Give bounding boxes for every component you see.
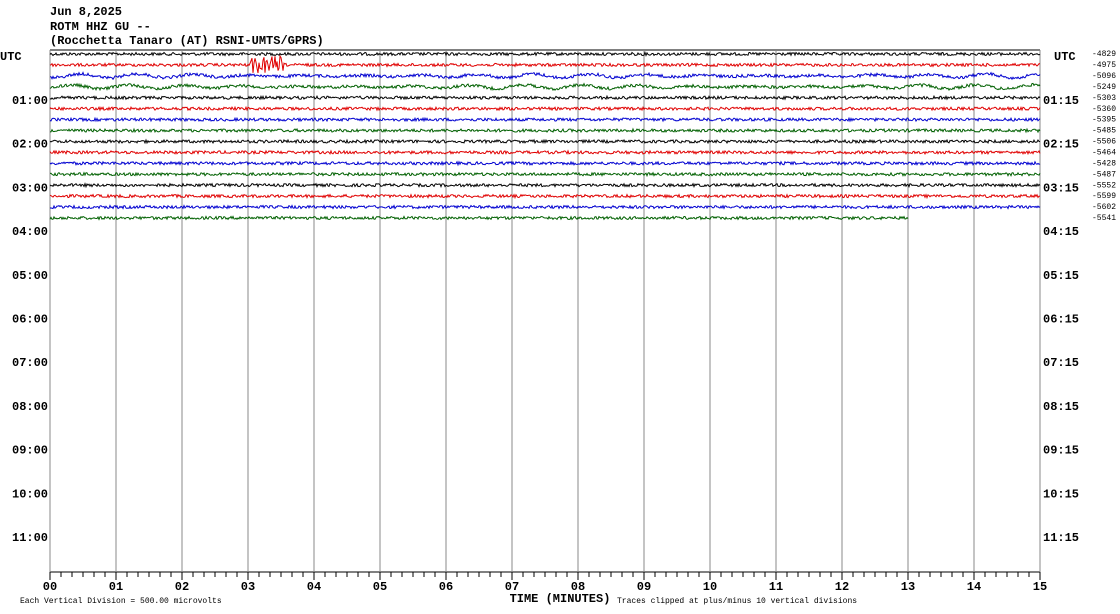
left-time-label: 09:00 bbox=[12, 444, 48, 458]
trace-offset: -4975 bbox=[1092, 61, 1116, 70]
left-time-label: UTC bbox=[0, 50, 22, 64]
x-tick-label: 08 bbox=[571, 580, 585, 594]
clip-note: Traces clipped at plus/minus 10 vertical… bbox=[617, 597, 857, 606]
left-time-label: 03:00 bbox=[12, 181, 48, 195]
left-time-label: 11:00 bbox=[12, 531, 48, 545]
x-tick-label: 09 bbox=[637, 580, 651, 594]
trace-offset: -5249 bbox=[1092, 83, 1116, 92]
x-tick-label: 13 bbox=[901, 580, 915, 594]
x-axis-label: TIME (MINUTES) bbox=[510, 592, 611, 606]
trace bbox=[49, 149, 1041, 156]
trace-offset: -5552 bbox=[1092, 181, 1116, 190]
x-tick-label: 04 bbox=[307, 580, 321, 594]
trace bbox=[49, 71, 1041, 81]
trace bbox=[49, 171, 1041, 178]
trace bbox=[50, 127, 1041, 134]
trace-offset: -5395 bbox=[1092, 116, 1116, 125]
trace bbox=[49, 116, 1041, 123]
right-time-label: 06:15 bbox=[1043, 312, 1079, 326]
trace-offset: -5541 bbox=[1092, 214, 1116, 223]
x-tick-label: 03 bbox=[241, 580, 255, 594]
trace bbox=[49, 138, 1041, 145]
x-tick-label: 10 bbox=[703, 580, 717, 594]
x-tick-label: 07 bbox=[505, 580, 519, 594]
x-tick-label: 11 bbox=[769, 580, 783, 594]
trace-offset: -5464 bbox=[1092, 148, 1116, 157]
right-time-label: 03:15 bbox=[1043, 181, 1079, 195]
right-time-label: 02:15 bbox=[1043, 138, 1079, 152]
left-time-label: 05:00 bbox=[12, 269, 48, 283]
trace-offset: -5428 bbox=[1092, 159, 1116, 168]
trace-offset: -5602 bbox=[1092, 203, 1116, 212]
trace-offset: -5506 bbox=[1092, 138, 1116, 147]
left-time-label: 08:00 bbox=[12, 400, 48, 414]
trace-offset: -5360 bbox=[1092, 105, 1116, 114]
right-time-label: UTC bbox=[1054, 50, 1076, 64]
left-time-label: 07:00 bbox=[12, 356, 48, 370]
right-time-label: 08:15 bbox=[1043, 400, 1079, 414]
right-time-label: 11:15 bbox=[1043, 531, 1079, 545]
title-line: ROTM HHZ GU -- bbox=[50, 20, 151, 34]
right-time-label: 04:15 bbox=[1043, 225, 1079, 239]
x-tick-label: 12 bbox=[835, 580, 849, 594]
left-time-label: 06:00 bbox=[12, 312, 48, 326]
x-tick-label: 01 bbox=[109, 580, 123, 594]
trace bbox=[49, 50, 1041, 57]
right-time-label: 10:15 bbox=[1043, 487, 1079, 501]
trace bbox=[49, 94, 1041, 101]
right-time-label: 05:15 bbox=[1043, 269, 1079, 283]
title-line: Jun 8,2025 bbox=[50, 5, 122, 19]
trace-offset: -4829 bbox=[1092, 50, 1116, 59]
trace bbox=[49, 215, 909, 221]
trace-offset: -5599 bbox=[1092, 192, 1116, 201]
x-tick-label: 15 bbox=[1033, 580, 1047, 594]
x-tick-label: 02 bbox=[175, 580, 189, 594]
x-tick-label: 00 bbox=[43, 580, 57, 594]
left-time-label: 02:00 bbox=[12, 138, 48, 152]
trace-offset: -5487 bbox=[1092, 170, 1116, 179]
right-time-label: 07:15 bbox=[1043, 356, 1079, 370]
trace bbox=[49, 82, 1041, 92]
trace-offset: -5303 bbox=[1092, 94, 1116, 103]
scale-note: Each Vertical Division = 500.00 microvol… bbox=[20, 597, 222, 606]
right-time-label: 09:15 bbox=[1043, 444, 1079, 458]
trace bbox=[49, 54, 1040, 74]
x-tick-label: 14 bbox=[967, 580, 981, 594]
x-tick-label: 05 bbox=[373, 580, 387, 594]
trace bbox=[49, 160, 1041, 167]
title-line: (Rocchetta Tanaro (AT) RSNI-UMTS/GPRS) bbox=[50, 34, 324, 48]
trace-offset: -5096 bbox=[1092, 72, 1116, 81]
trace bbox=[49, 193, 1041, 200]
left-time-label: 10:00 bbox=[12, 487, 48, 501]
right-time-label: 01:15 bbox=[1043, 94, 1079, 108]
trace-offset: -5485 bbox=[1092, 127, 1116, 136]
trace bbox=[49, 204, 1041, 210]
trace bbox=[49, 182, 1041, 189]
left-time-label: 01:00 bbox=[12, 94, 48, 108]
trace bbox=[49, 105, 1041, 112]
left-time-label: 04:00 bbox=[12, 225, 48, 239]
x-tick-label: 06 bbox=[439, 580, 453, 594]
